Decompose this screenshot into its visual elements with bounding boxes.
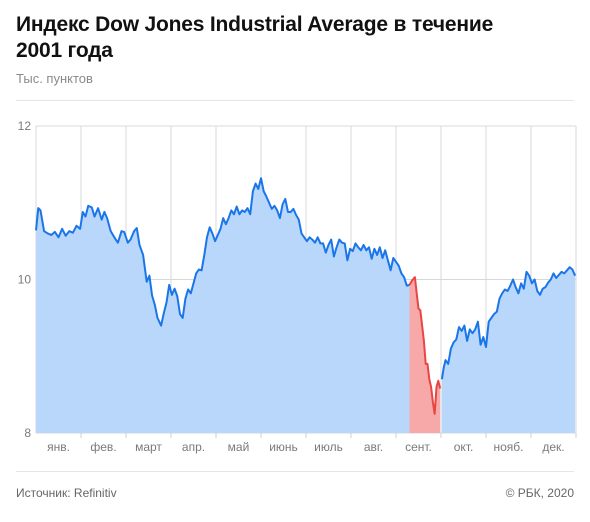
series-line-highlight [408,276,442,415]
x-tick-label: апр. [182,440,205,454]
chart-subtitle: Тыс. пунктов [16,71,93,86]
y-tick-label: 8 [24,426,31,440]
x-tick-label: июль [314,440,343,454]
x-tick-label: фев. [90,440,116,454]
source-note: Источник: Refinitiv [16,486,117,500]
y-tick-label: 12 [18,119,32,133]
x-tick-label: сент. [405,440,432,454]
copyright-note: © РБК, 2020 [505,486,574,500]
y-tick-label: 10 [18,273,32,287]
x-tick-label: март [135,440,162,454]
x-tick-label: июнь [269,440,298,454]
line-layer [35,177,577,415]
y-axis-labels: 8 10 12 [18,119,32,440]
x-axis-labels: янв. фев. март апр. май июнь июль авг. сент. окт.… [47,433,577,454]
chart-title: Индекс Dow Jones Industrial Average в те… [16,13,494,62]
x-tick-label: нояб. [493,440,523,454]
area-before-highlight [36,178,410,433]
header-divider [16,100,574,101]
x-tick-label: янв. [47,440,70,454]
x-tick-label: авг. [364,440,383,454]
x-tick-label: окт. [454,440,474,454]
area-after-highlight [441,267,576,433]
series-line-after [440,266,577,380]
x-tick-label: май [228,440,250,454]
series-line-before [35,177,410,327]
x-tick-label: дек. [542,440,564,454]
footer-divider [16,471,574,472]
